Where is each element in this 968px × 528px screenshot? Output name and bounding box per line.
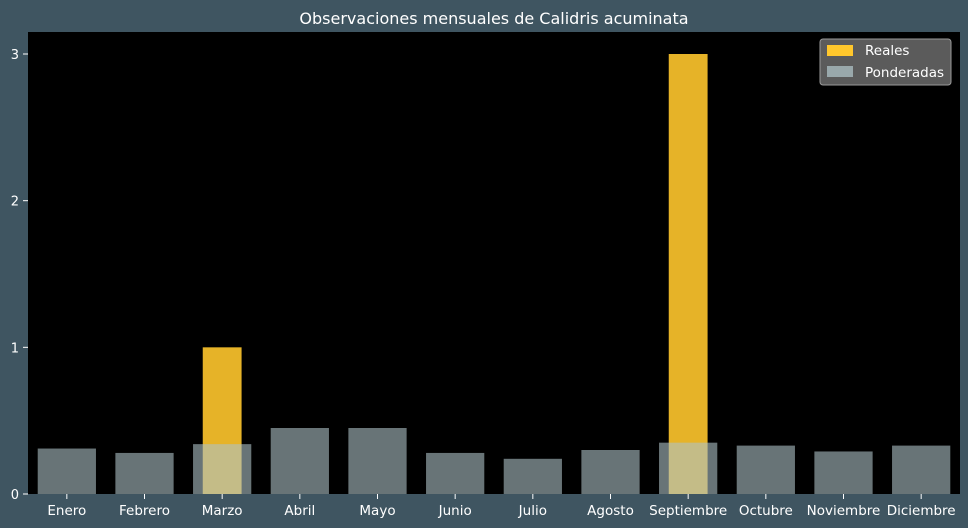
x-tick-label-octubre: Octubre xyxy=(739,503,793,519)
legend-label-reales: Reales xyxy=(865,43,909,59)
x-tick-label-septiembre: Septiembre xyxy=(649,503,727,519)
x-tick-label-diciembre: Diciembre xyxy=(887,503,956,519)
y-tick-label: 1 xyxy=(11,341,19,356)
bar-ponderadas-noviembre xyxy=(814,451,873,494)
bar-ponderadas-septiembre xyxy=(659,442,718,494)
y-tick-label: 3 xyxy=(11,48,19,63)
bar-reales-septiembre xyxy=(668,54,708,494)
x-tick-label-julio: Julio xyxy=(518,503,547,519)
x-tick-label-enero: Enero xyxy=(47,503,86,519)
bar-ponderadas-abril xyxy=(270,428,329,494)
bar-ponderadas-marzo xyxy=(193,444,252,494)
x-tick-label-agosto: Agosto xyxy=(587,503,634,519)
legend-label-ponderadas: Ponderadas xyxy=(865,65,944,81)
y-axis: 0 1 2 3 xyxy=(11,48,28,503)
legend-swatch-ponderadas xyxy=(827,66,853,77)
series-ponderadas xyxy=(37,428,951,494)
bar-ponderadas-febrero xyxy=(115,452,174,494)
x-tick-label-abril: Abril xyxy=(284,503,315,519)
bar-ponderadas-mayo xyxy=(348,428,407,494)
bar-ponderadas-junio xyxy=(426,452,485,494)
x-tick-label-noviembre: Noviembre xyxy=(807,503,881,519)
x-tick-label-febrero: Febrero xyxy=(119,503,170,519)
x-axis: Enero Febrero Marzo Abril Mayo Junio Julio Agos… xyxy=(47,494,956,519)
series-reales xyxy=(202,54,708,494)
legend-swatch-reales xyxy=(827,45,853,56)
legend: Reales Ponderadas xyxy=(819,38,952,86)
chart-title: Observaciones mensuales de Calidris acum… xyxy=(299,9,688,28)
x-tick-label-junio: Junio xyxy=(438,503,472,519)
x-tick-label-marzo: Marzo xyxy=(202,503,243,519)
bar-ponderadas-diciembre xyxy=(892,445,951,494)
plot-area xyxy=(28,32,960,494)
bar-ponderadas-julio xyxy=(503,458,562,494)
bar-ponderadas-enero xyxy=(37,448,96,494)
bar-ponderadas-agosto xyxy=(581,450,640,494)
y-tick-label: 2 xyxy=(11,195,19,210)
y-tick-label: 0 xyxy=(11,488,19,503)
bar-ponderadas-octubre xyxy=(736,445,795,494)
x-tick-label-mayo: Mayo xyxy=(359,503,395,519)
